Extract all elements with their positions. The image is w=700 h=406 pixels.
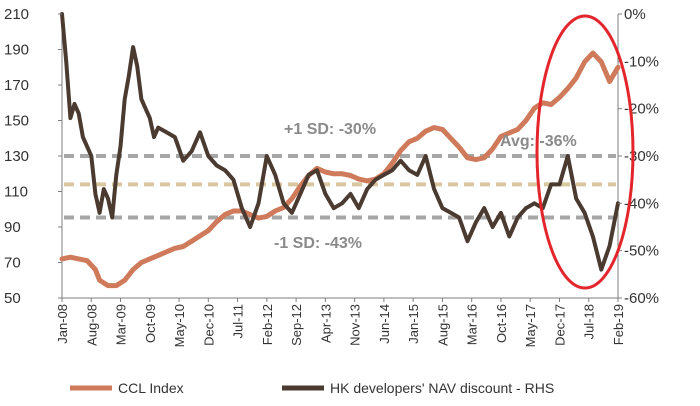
x-tick-label: Aug-08 [84,304,99,346]
x-tick-label: Jul-11 [231,304,246,338]
legend-label-0: CCL Index [118,380,184,396]
right-tick-label: -20% [624,101,659,118]
annotations: +1 SD: -30%Avg: -36%-1 SD: -43% [274,14,635,290]
series-line-0 [59,50,621,289]
x-tick-label: Feb-12 [260,304,275,345]
x-tick-label: May-10 [172,304,187,347]
plot-area [59,12,621,299]
left-tick-label: 210 [4,6,29,23]
left-tick-label: 90 [4,219,21,236]
x-tick-label: Jun-14 [377,304,392,344]
left-axis: 210 190 170 150 130 110 90 70 50 [4,6,62,307]
x-tick-label: Dec-10 [201,304,216,346]
left-tick-label: 190 [4,42,29,59]
left-tick-label: 50 [4,290,21,307]
x-tick-label: Dec-17 [552,304,567,346]
right-tick-label: -60% [624,290,659,307]
left-tick-label: 130 [4,148,29,165]
x-tick-label: Mar-16 [465,304,480,345]
right-axis: 0% -10% -20% -30% -40% -50% -60% [618,6,659,307]
left-tick-label: 110 [4,184,28,201]
reference-label-0: +1 SD: -30% [284,121,376,138]
x-tick-label: Feb-19 [611,304,626,345]
x-tick-label: Jan-08 [55,304,70,344]
left-tick-label: 170 [4,77,29,94]
right-tick-label: 0% [624,6,646,23]
x-tick-label: Oct-16 [494,304,509,343]
x-tick-label: Mar-09 [114,304,129,345]
right-tick-label: -40% [624,195,659,212]
x-tick-label: Oct-09 [143,304,158,343]
x-tick-label: Apr-13 [318,304,333,343]
legend-label-1: HK developers' NAV discount - RHS [330,380,554,396]
right-tick-label: -30% [624,148,659,165]
x-tick-label: Jan-15 [406,304,421,344]
series-line-1 [60,12,620,272]
left-tick-label: 150 [4,113,29,130]
x-tick-label: May-17 [523,304,538,347]
x-tick-label: Aug-15 [435,304,450,346]
reference-label-2: -1 SD: -43% [274,235,362,252]
x-tick-label: Nov-13 [348,304,363,346]
x-tick-label: Sep-12 [289,304,304,346]
x-axis: Jan-08 Aug-08 Mar-09 Oct-09 May-10 Dec-10 Jul-… [55,298,626,347]
right-tick-label: -50% [624,243,659,260]
right-tick-label: -10% [624,53,659,70]
highlight-ellipse [535,14,635,290]
legend: CCL Index HK developers' NAV discount - R… [70,380,554,396]
x-tick-label: Jul-18 [582,304,597,339]
left-tick-label: 70 [4,255,21,272]
